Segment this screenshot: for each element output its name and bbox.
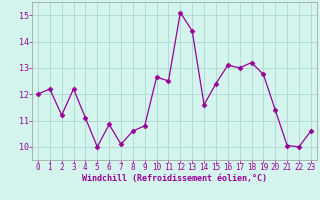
X-axis label: Windchill (Refroidissement éolien,°C): Windchill (Refroidissement éolien,°C) (82, 174, 267, 183)
